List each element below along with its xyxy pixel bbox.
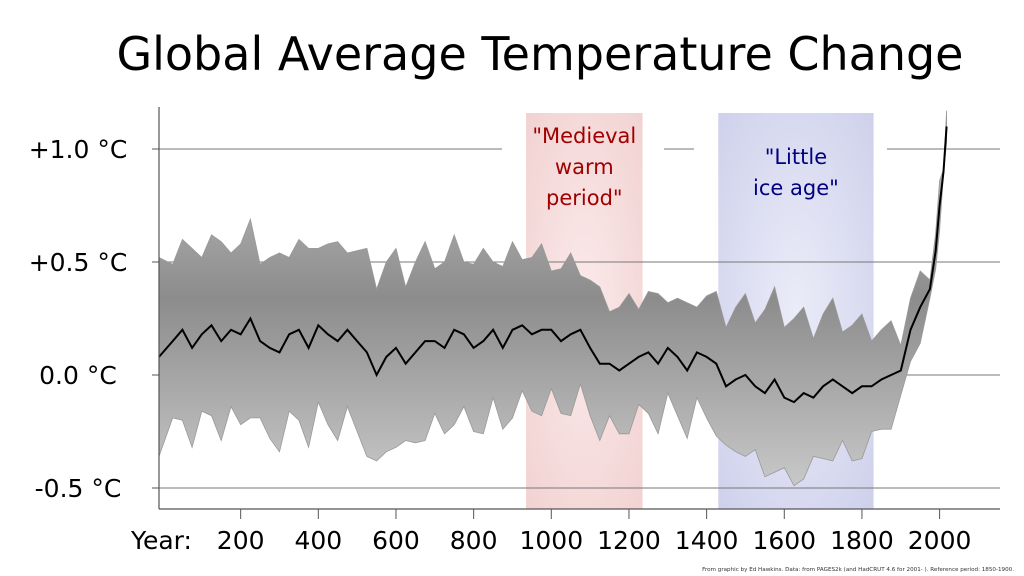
source-note: From graphic by Ed Hawkins. Data: from P… (702, 567, 1014, 573)
y-tick-label: 0.0 °C (39, 361, 117, 390)
y-tick-label: -0.5 °C (35, 474, 122, 503)
x-tick-label: 800 (450, 526, 498, 555)
x-tick-label: 2000 (908, 526, 972, 555)
period-label: ice age" (753, 176, 839, 200)
x-tick-label: 1400 (675, 526, 739, 555)
x-tick-label: 1000 (519, 526, 583, 555)
x-tick-label: 1600 (752, 526, 816, 555)
y-tick-label: +1.0 °C (29, 135, 128, 164)
x-tick-label: 1800 (830, 526, 894, 555)
x-tick-label: 400 (294, 526, 342, 555)
period-label: period" (546, 186, 623, 210)
x-tick-label: 200 (217, 526, 265, 555)
x-tick-label: 600 (372, 526, 420, 555)
temperature-line (158, 126, 948, 404)
y-tick-label: +0.5 °C (29, 248, 128, 277)
period-label: "Little (765, 145, 827, 169)
x-tick-label: 1200 (597, 526, 661, 555)
period-label: warm (555, 155, 614, 179)
uncertainty-band (158, 110, 947, 487)
chart-title: Global Average Temperature Change (116, 27, 963, 81)
x-axis-label: Year: (130, 526, 192, 555)
period-label: "Medieval (532, 124, 636, 148)
